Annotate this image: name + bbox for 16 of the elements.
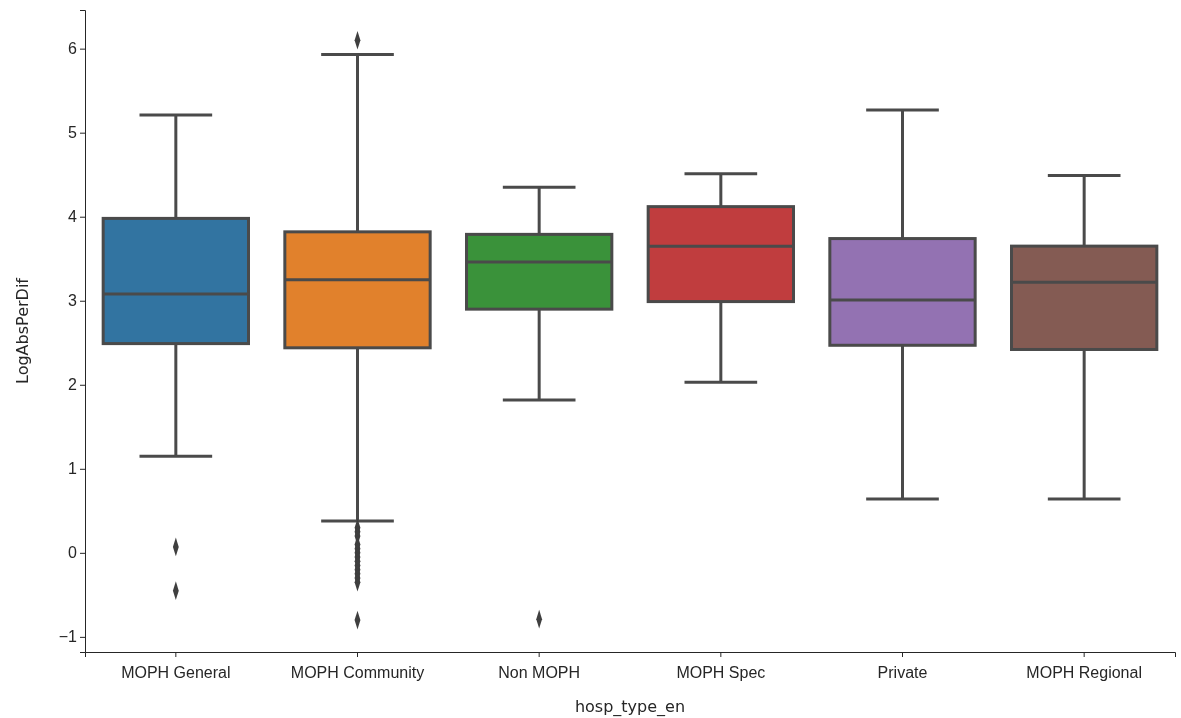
x-tick-label: Non MOPH bbox=[498, 663, 581, 681]
y-tick-label: 1 bbox=[68, 460, 78, 478]
y-tick-label: 3 bbox=[68, 292, 78, 310]
y-axis-title: LogAbsPerDif bbox=[13, 277, 32, 384]
x-tick-label: MOPH Regional bbox=[1026, 663, 1142, 681]
x-tick-label: MOPH Community bbox=[290, 663, 425, 681]
x-tick-label: MOPH General bbox=[121, 663, 231, 681]
y-tick-label: 5 bbox=[68, 124, 78, 142]
y-tick-label: 0 bbox=[68, 544, 78, 562]
x-tick-label: Private bbox=[877, 663, 928, 681]
x-tick-label: MOPH Spec bbox=[676, 663, 766, 681]
y-tick-label: 2 bbox=[68, 376, 78, 394]
y-tick-label: 6 bbox=[68, 40, 78, 58]
y-tick-label: −1 bbox=[58, 628, 78, 646]
x-axis-title: hosp_type_en bbox=[574, 697, 686, 717]
y-tick-label: 4 bbox=[68, 208, 78, 226]
